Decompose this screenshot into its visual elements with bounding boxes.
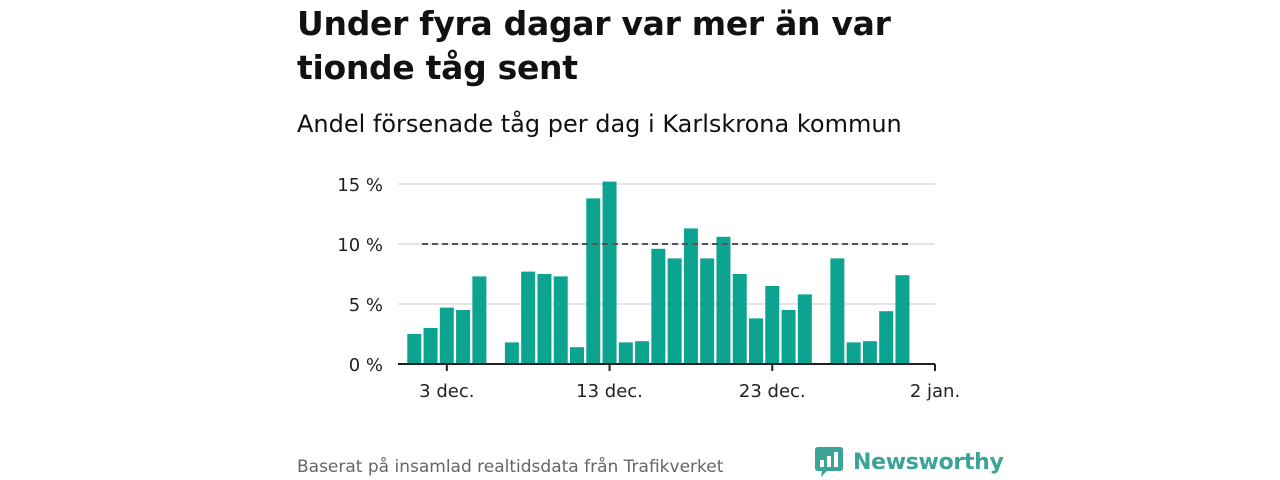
bar (749, 318, 763, 364)
bar (586, 198, 601, 364)
bar-chart-logo-icon (815, 447, 843, 477)
bar (618, 342, 633, 364)
brand-logo: Newsworthy (815, 446, 1004, 478)
bar (651, 248, 666, 364)
x-tick-label: 23 dec. (739, 381, 806, 402)
x-tick-label: 3 dec. (419, 381, 474, 402)
bar (602, 181, 617, 364)
bar (862, 341, 877, 364)
bar (879, 311, 894, 364)
bar (553, 276, 568, 364)
bar (781, 310, 796, 364)
bar (472, 276, 487, 364)
bar (537, 274, 552, 364)
bar (504, 342, 519, 364)
x-tick-label: 2 jan. (910, 381, 960, 402)
bar (521, 271, 536, 364)
bar (797, 294, 812, 364)
bar (635, 341, 650, 364)
bar (683, 228, 698, 364)
bar (765, 286, 780, 364)
bar (570, 347, 584, 364)
brand-name: Newsworthy (853, 449, 1004, 475)
x-tick-label: 13 dec. (576, 381, 643, 402)
bar (439, 307, 454, 364)
bar (895, 275, 910, 364)
bar-chart: 0 % 5 % 10 % 15 % 3 dec. 13 dec. 23 dec. 2 jan. (337, 175, 960, 402)
bar (423, 328, 438, 364)
y-tick-label: 15 % (337, 175, 383, 196)
source-note: Baserat på insamlad realtidsdata från Tr… (297, 457, 724, 477)
bar (830, 258, 845, 364)
bar (667, 258, 682, 364)
chart-title: Under fyra dagar var mer än var tionde t… (297, 4, 891, 87)
y-tick-label: 10 % (337, 235, 383, 256)
bar (407, 334, 422, 364)
bars (407, 181, 910, 364)
y-tick-label: 5 % (349, 295, 383, 316)
axes: 0 % 5 % 10 % 15 % 3 dec. 13 dec. 23 dec. 2 jan. (337, 175, 960, 402)
bar (732, 274, 747, 364)
bar (716, 236, 731, 364)
y-tick-label: 0 % (349, 355, 383, 376)
bar (700, 258, 715, 364)
bar (846, 342, 861, 364)
bar (456, 310, 471, 364)
chart-subtitle: Andel försenade tåg per dag i Karlskrona… (297, 110, 902, 138)
